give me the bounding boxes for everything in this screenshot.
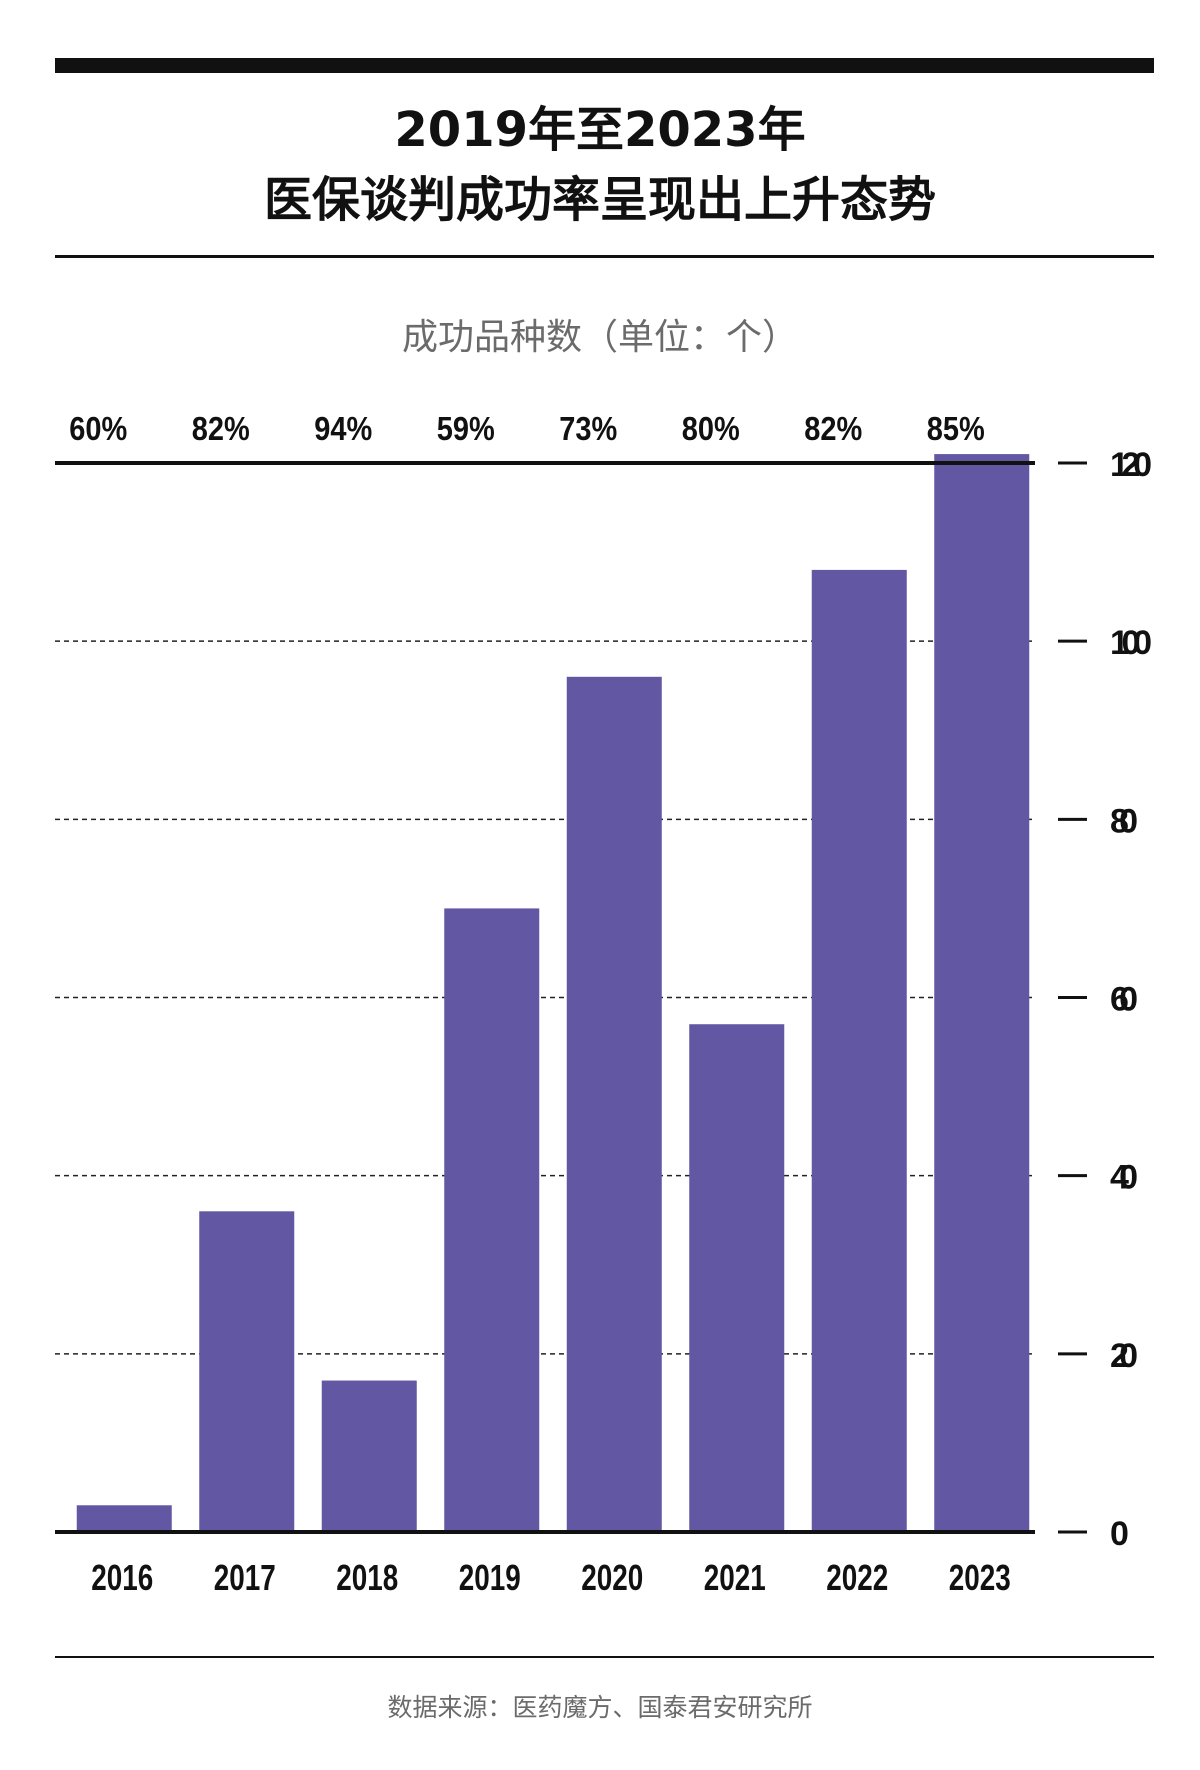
bar-2017	[199, 1211, 295, 1532]
bar-chart: 0 20 40 60 80 100 120 60% 82% 94% 59% 73% 80% 82% 85% 2…	[55, 410, 1152, 1598]
success-rate-label: 82%	[804, 410, 862, 447]
y-tick-label: 60	[1110, 981, 1138, 1019]
success-rate-label: 94%	[314, 410, 372, 447]
success-rate-label: 59%	[437, 410, 495, 447]
bar-2023	[934, 454, 1030, 1532]
success-rate-label: 85%	[927, 410, 985, 447]
bar-2021	[689, 1024, 785, 1532]
bar-2022	[811, 569, 907, 1532]
x-tick-label: 2023	[949, 1557, 1011, 1598]
bar-2020	[566, 676, 662, 1532]
x-tick-label: 2022	[826, 1557, 888, 1598]
y-tick-label: 0	[1110, 1515, 1129, 1553]
top-rule	[55, 58, 1154, 73]
y-tick-label: 80	[1110, 802, 1138, 840]
title-line-1: 2019年至2023年	[394, 102, 806, 158]
x-tick-label: 2016	[91, 1557, 153, 1598]
bar-2018	[321, 1380, 417, 1532]
chart-title: 2019年至2023年 医保谈判成功率呈现出上升态势	[0, 95, 1200, 235]
x-tick-label: 2020	[581, 1557, 643, 1598]
source-note: 数据来源：医药魔方、国泰君安研究所	[387, 1693, 813, 1722]
bar-2019	[444, 908, 540, 1532]
title-line-2: 医保谈判成功率呈现出上升态势	[263, 172, 936, 228]
success-rate-label: 80%	[682, 410, 740, 447]
success-rate-label: 60%	[69, 410, 127, 447]
y-tick-label: 40	[1110, 1159, 1138, 1197]
success-rate-label: 82%	[192, 410, 250, 447]
y-tick-label: 100	[1110, 624, 1152, 662]
x-tick-label: 2017	[214, 1557, 276, 1598]
success-rate-label: 73%	[559, 410, 617, 447]
bar-2016	[76, 1505, 172, 1532]
x-tick-label: 2021	[704, 1557, 766, 1598]
y-axis-label: 成功品种数（单位：个）	[401, 317, 798, 358]
x-tick-label: 2019	[459, 1557, 521, 1598]
bottom-rule	[55, 1656, 1154, 1658]
title-rule	[55, 255, 1154, 258]
y-tick-label: 20	[1110, 1337, 1138, 1375]
y-tick-label: 120	[1110, 446, 1152, 484]
x-tick-label: 2018	[336, 1557, 398, 1598]
